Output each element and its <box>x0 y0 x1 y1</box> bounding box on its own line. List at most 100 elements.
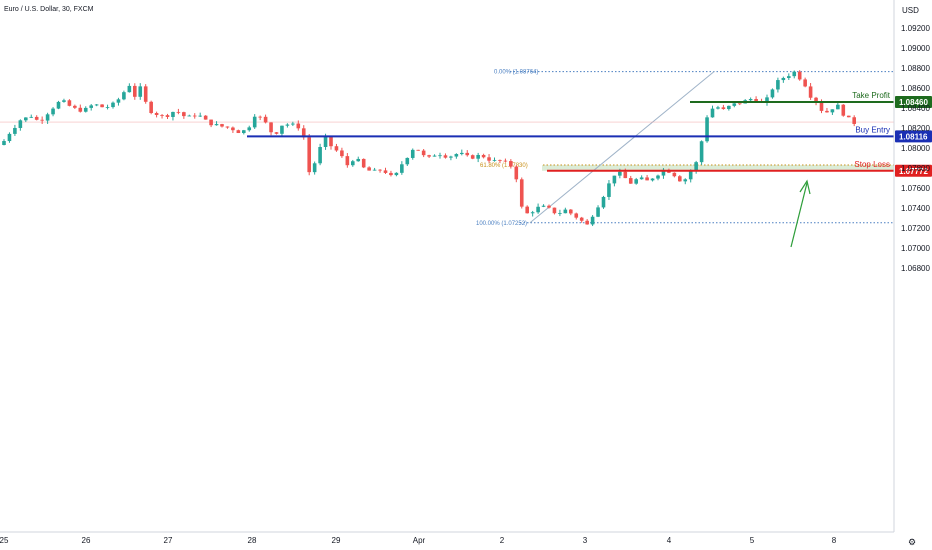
candle-body[interactable] <box>274 132 279 134</box>
candle-body[interactable] <box>628 178 633 184</box>
candle-body[interactable] <box>29 116 34 118</box>
candle-body[interactable] <box>378 169 382 171</box>
candle-body[interactable] <box>410 149 415 158</box>
candle-body[interactable] <box>89 105 93 108</box>
candle-body[interactable] <box>449 156 453 158</box>
candle-body[interactable] <box>100 104 104 108</box>
candle-body[interactable] <box>792 71 797 77</box>
candle-body[interactable] <box>754 99 758 102</box>
candle-body[interactable] <box>852 117 856 124</box>
candle-body[interactable] <box>438 155 442 157</box>
candle-body[interactable] <box>699 141 704 163</box>
candle-body[interactable] <box>503 160 508 162</box>
candle-body[interactable] <box>803 79 807 87</box>
candle-body[interactable] <box>307 137 311 173</box>
gear-icon[interactable]: ⚙ <box>908 537 916 547</box>
candle-body[interactable] <box>149 101 153 113</box>
candle-body[interactable] <box>481 154 486 158</box>
candle-body[interactable] <box>819 101 824 111</box>
candle-body[interactable] <box>154 112 159 115</box>
candle-body[interactable] <box>111 102 115 108</box>
candle-body[interactable] <box>841 104 846 116</box>
candle-body[interactable] <box>416 149 420 151</box>
candle-body[interactable] <box>645 177 649 181</box>
candle-body[interactable] <box>552 207 557 214</box>
candle-body[interactable] <box>247 127 252 131</box>
candle-body[interactable] <box>460 152 464 155</box>
candle-body[interactable] <box>639 177 644 180</box>
candle-body[interactable] <box>296 123 301 129</box>
candle-body[interactable] <box>487 157 491 161</box>
candle-body[interactable] <box>220 124 224 127</box>
candle-body[interactable] <box>836 104 840 110</box>
candle-body[interactable] <box>525 206 529 214</box>
candle-body[interactable] <box>214 124 219 126</box>
candle-body[interactable] <box>165 115 170 117</box>
candle-body[interactable] <box>678 176 682 182</box>
candle-body[interactable] <box>547 205 551 208</box>
candle-body[interactable] <box>34 116 39 120</box>
candle-body[interactable] <box>421 150 426 156</box>
candle-body[interactable] <box>187 115 192 117</box>
candle-body[interactable] <box>476 154 480 159</box>
candle-body[interactable] <box>258 116 262 118</box>
candle-body[interactable] <box>171 111 175 117</box>
candle-body[interactable] <box>618 171 622 176</box>
candle-body[interactable] <box>133 85 137 97</box>
candle-body[interactable] <box>7 133 12 142</box>
candle-body[interactable] <box>45 114 50 121</box>
candle-body[interactable] <box>400 164 404 173</box>
candle-body[interactable] <box>182 112 186 117</box>
candle-body[interactable] <box>716 107 720 109</box>
candle-body[interactable] <box>661 169 666 176</box>
candle-body[interactable] <box>340 150 344 157</box>
candle-body[interactable] <box>492 159 497 161</box>
candle-body[interactable] <box>825 110 829 113</box>
candle-body[interactable] <box>634 179 638 184</box>
candle-body[interactable] <box>705 117 709 142</box>
candle-body[interactable] <box>727 105 731 110</box>
candle-body[interactable] <box>192 115 197 117</box>
candle-body[interactable] <box>356 158 361 162</box>
candle-body[interactable] <box>160 114 164 116</box>
candle-body[interactable] <box>787 76 791 78</box>
candle-body[interactable] <box>51 108 55 115</box>
candle-body[interactable] <box>514 166 519 180</box>
candle-body[interactable] <box>536 206 540 213</box>
candle-body[interactable] <box>721 107 726 110</box>
candle-body[interactable] <box>574 213 579 218</box>
candle-body[interactable] <box>318 146 322 164</box>
candle-body[interactable] <box>465 152 470 156</box>
candle-body[interactable] <box>143 86 148 102</box>
candle-body[interactable] <box>198 115 202 117</box>
candle-body[interactable] <box>231 127 235 131</box>
candle-body[interactable] <box>432 155 437 157</box>
candle-body[interactable] <box>590 216 595 225</box>
candle-body[interactable] <box>312 163 317 173</box>
candle-body[interactable] <box>830 109 835 113</box>
candle-body[interactable] <box>280 125 284 134</box>
candle-body[interactable] <box>285 124 290 126</box>
candle-body[interactable] <box>405 157 410 165</box>
candle-body[interactable] <box>372 169 377 171</box>
candle-body[interactable] <box>683 179 688 182</box>
candle-body[interactable] <box>351 161 355 166</box>
candle-body[interactable] <box>470 155 475 159</box>
candle-body[interactable] <box>291 123 295 125</box>
candle-body[interactable] <box>345 156 350 166</box>
candle-body[interactable] <box>563 209 568 214</box>
candle-body[interactable] <box>334 146 339 151</box>
candle-body[interactable] <box>18 120 23 128</box>
candle-body[interactable] <box>78 107 83 112</box>
candle-body[interactable] <box>623 171 628 179</box>
candle-body[interactable] <box>748 99 753 101</box>
candle-body[interactable] <box>656 175 660 179</box>
candle-body[interactable] <box>269 122 273 133</box>
candle-body[interactable] <box>252 116 257 128</box>
candle-body[interactable] <box>519 179 524 207</box>
candle-body[interactable] <box>710 108 715 118</box>
candle-body[interactable] <box>138 86 143 97</box>
candle-body[interactable] <box>209 119 213 126</box>
candle-body[interactable] <box>530 212 535 214</box>
candle-body[interactable] <box>367 167 371 171</box>
